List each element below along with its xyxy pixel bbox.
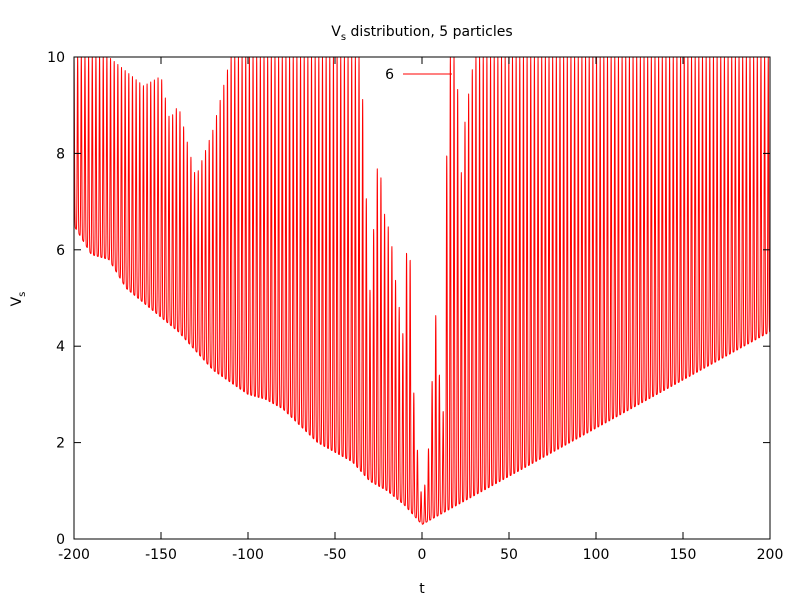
series-6-line <box>73 56 771 525</box>
y-tick-label: 10 <box>47 50 65 66</box>
x-tick-label: -50 <box>324 547 347 563</box>
x-tick-label: -100 <box>232 547 264 563</box>
y-tick-label: 6 <box>56 243 65 259</box>
chart-title-sub: s <box>341 32 346 43</box>
x-tick-label: 0 <box>418 547 427 563</box>
chart-title-rest: distribution, 5 particles <box>346 24 513 40</box>
x-tick-label: -200 <box>58 547 90 563</box>
y-tick-label: 2 <box>56 436 65 452</box>
y-axis-label: Vs <box>9 292 28 307</box>
legend-label: 6 <box>385 67 394 83</box>
x-tick-label: 200 <box>757 547 784 563</box>
y-tick-label: 8 <box>56 146 65 162</box>
legend: 6 <box>385 67 452 83</box>
x-tick-label: 50 <box>500 547 518 563</box>
x-tick-label: 100 <box>583 547 610 563</box>
y-tick-label: 4 <box>56 339 65 355</box>
y-axis-label-sub: s <box>17 292 28 297</box>
y-axis-ticks: 0 2 4 6 8 10 <box>47 50 770 548</box>
x-tick-label: 150 <box>670 547 697 563</box>
x-tick-label: -150 <box>145 547 177 563</box>
plot-area: -200 -150 -100 -50 0 50 100 150 200 0 2 4 6 8 10 <box>47 50 783 563</box>
x-axis-label: t <box>419 581 425 597</box>
y-tick-label: 0 <box>56 532 65 548</box>
x-axis-ticks: -200 -150 -100 -50 0 50 100 150 200 <box>58 57 783 563</box>
chart-title-main: V <box>331 24 341 40</box>
chart-title: Vs distribution, 5 particles <box>331 24 512 43</box>
y-axis-label-main: V <box>9 296 25 306</box>
